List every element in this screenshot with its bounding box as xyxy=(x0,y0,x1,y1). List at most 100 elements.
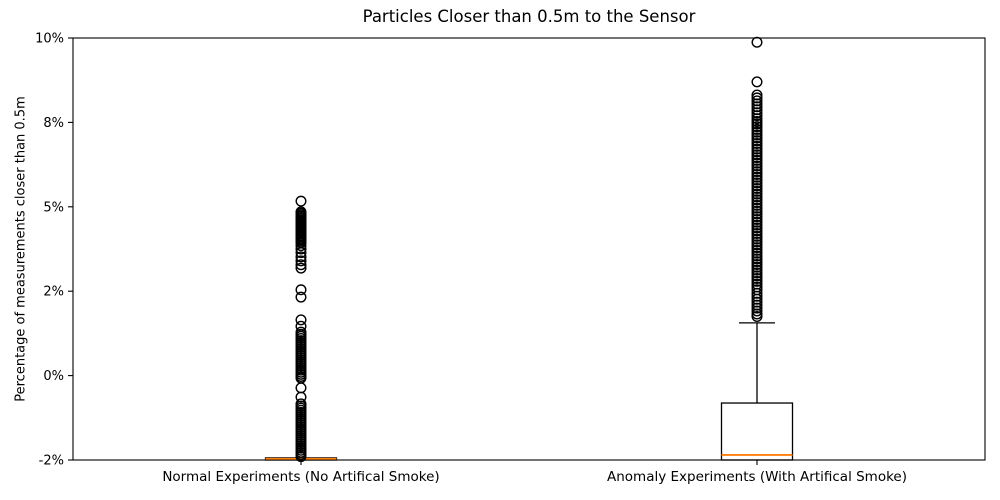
outlier-point xyxy=(751,290,763,302)
outlier-point xyxy=(751,225,763,237)
outlier-point xyxy=(295,243,307,255)
outlier-point xyxy=(295,382,307,394)
outlier-point xyxy=(295,284,307,296)
outlier-point xyxy=(751,76,763,88)
outlier-point xyxy=(751,270,763,282)
outlier-point xyxy=(295,259,307,271)
outlier-point xyxy=(751,250,763,262)
y-tick-label: -2% xyxy=(39,454,64,469)
outlier-point xyxy=(751,166,763,178)
outlier-point xyxy=(751,213,763,225)
outlier-point xyxy=(751,126,763,138)
outlier-point xyxy=(751,152,763,164)
outlier-point xyxy=(751,146,763,158)
outlier-point xyxy=(751,242,763,254)
outlier-point xyxy=(751,95,763,107)
plot-border xyxy=(72,37,986,461)
outlier-point xyxy=(295,262,307,274)
y-axis-label: Percentage of measurements closer than 0… xyxy=(13,96,29,402)
chart-title: Particles Closer than 0.5m to the Sensor xyxy=(362,7,696,26)
outlier-point xyxy=(751,129,763,141)
outlier-point xyxy=(751,160,763,172)
outlier-point xyxy=(751,230,763,242)
outlier-point xyxy=(751,236,763,248)
outlier-point xyxy=(751,258,763,270)
outlier-point xyxy=(751,311,763,323)
outlier-point xyxy=(751,211,763,223)
outlier-point xyxy=(295,195,307,207)
outlier-point xyxy=(751,273,763,285)
outlier-point xyxy=(751,185,763,197)
outlier-point xyxy=(751,191,763,203)
outlier-point xyxy=(751,140,763,152)
outlier-point xyxy=(751,275,763,287)
outlier-point xyxy=(295,247,307,259)
outlier-point xyxy=(751,163,763,175)
outlier-point xyxy=(751,168,763,180)
outlier-point xyxy=(295,291,307,303)
outlier-point xyxy=(751,137,763,149)
outlier-point xyxy=(751,233,763,245)
outlier-point xyxy=(751,149,763,161)
outlier-point xyxy=(751,92,763,104)
y-tick-label: 0% xyxy=(43,369,64,384)
outlier-point xyxy=(751,89,763,101)
outlier-point xyxy=(751,302,763,314)
outlier-point xyxy=(751,174,763,186)
outlier-point xyxy=(751,113,763,125)
outlier-point xyxy=(295,314,307,326)
outlier-point xyxy=(751,247,763,259)
outlier-point xyxy=(751,244,763,256)
outlier-point xyxy=(751,296,763,308)
outlier-point xyxy=(751,171,763,183)
outlier-point xyxy=(751,101,763,113)
outlier-point xyxy=(751,202,763,214)
outlier-point xyxy=(751,135,763,147)
outlier-point xyxy=(751,157,763,169)
outlier-point xyxy=(751,228,763,240)
outlier-point xyxy=(295,251,307,263)
outlier-point xyxy=(751,98,763,110)
y-tick-label: 5% xyxy=(43,200,64,215)
outlier-point xyxy=(751,110,763,122)
outlier-point xyxy=(295,391,307,403)
outlier-point xyxy=(751,305,763,317)
outlier-point xyxy=(751,253,763,265)
outlier-point xyxy=(751,104,763,116)
outlier-point xyxy=(751,205,763,217)
outlier-point xyxy=(751,256,763,268)
outlier-point xyxy=(751,188,763,200)
outlier-point xyxy=(751,107,763,119)
outlier-point xyxy=(751,222,763,234)
outlier-point xyxy=(751,208,763,220)
y-tick-label: 8% xyxy=(43,116,64,131)
outlier-point xyxy=(751,143,763,155)
outlier-point xyxy=(751,261,763,273)
outlier-point xyxy=(751,121,763,133)
outlier-point xyxy=(295,240,307,252)
x-tick-label: Anomaly Experiments (With Artifical Smok… xyxy=(607,469,907,485)
y-tick-label: 2% xyxy=(43,285,64,300)
outlier-point xyxy=(751,239,763,251)
box xyxy=(720,402,794,461)
outlier-point xyxy=(751,123,763,135)
outlier-point xyxy=(751,180,763,192)
outlier-point xyxy=(751,293,763,305)
outlier-point xyxy=(295,255,307,267)
outlier-point xyxy=(751,299,763,311)
y-tick-label: 10% xyxy=(35,32,64,47)
outlier-point xyxy=(751,177,763,189)
outlier-point xyxy=(295,451,307,463)
outlier-point xyxy=(751,194,763,206)
outlier-point xyxy=(751,267,763,279)
outlier-point xyxy=(751,118,763,130)
outlier-point xyxy=(751,154,763,166)
outlier-point xyxy=(751,36,763,48)
outlier-point xyxy=(751,216,763,228)
outlier-point xyxy=(751,264,763,276)
outlier-point xyxy=(751,287,763,299)
outlier-point xyxy=(751,132,763,144)
outlier-point xyxy=(751,183,763,195)
